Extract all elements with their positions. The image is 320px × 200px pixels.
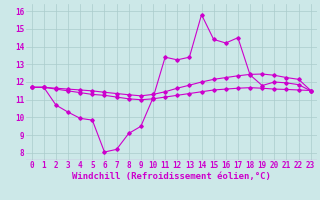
X-axis label: Windchill (Refroidissement éolien,°C): Windchill (Refroidissement éolien,°C) xyxy=(72,172,271,181)
